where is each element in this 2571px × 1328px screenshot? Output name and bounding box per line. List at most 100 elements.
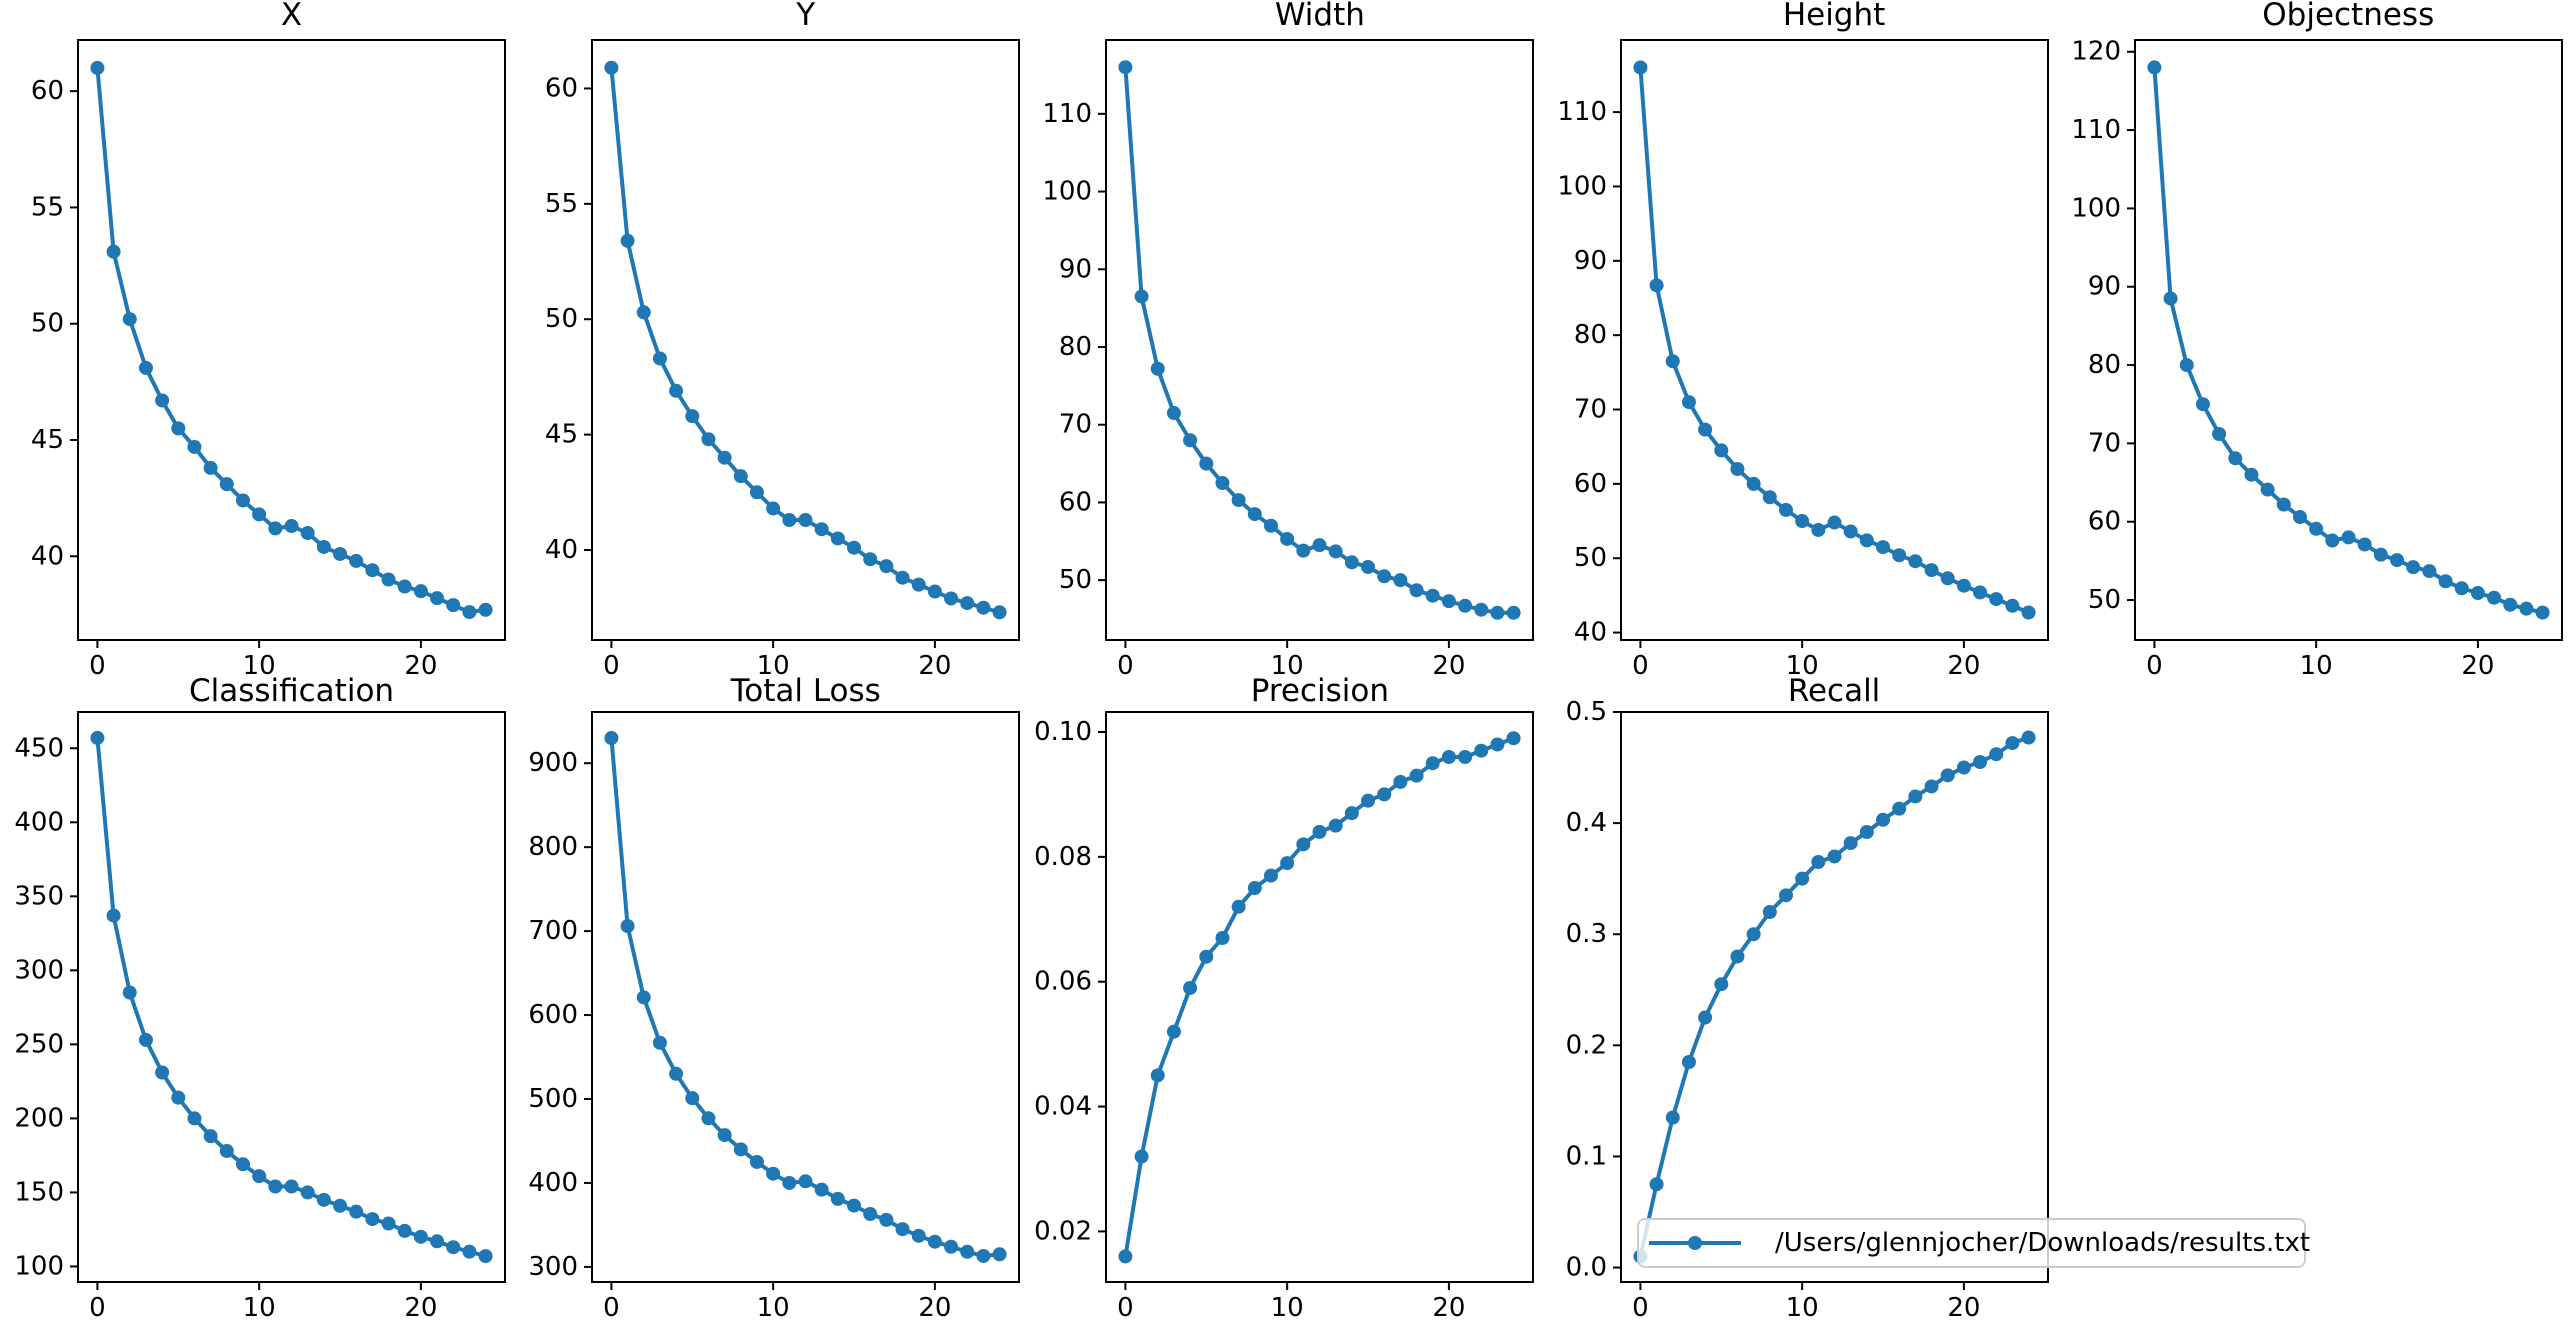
svg-text:45: 45 <box>545 420 578 450</box>
svg-text:20: 20 <box>919 651 952 681</box>
svg-text:10: 10 <box>1785 1293 1818 1323</box>
svg-text:250: 250 <box>14 1029 64 1059</box>
svg-text:0: 0 <box>2146 651 2163 681</box>
svg-text:400: 400 <box>529 1168 579 1198</box>
svg-text:10: 10 <box>1271 1293 1304 1323</box>
svg-text:50: 50 <box>545 304 578 334</box>
subplot-classification: Classification 100 150 200 250 300 350 400 450 0… <box>0 659 514 1328</box>
subplot-title: X <box>280 0 303 33</box>
svg-text:70: 70 <box>1573 395 1606 425</box>
subplot-width: Width 50 60 70 80 90 100 110 0 10 20 <box>1028 0 1542 681</box>
subplot-title: Precision <box>1250 673 1390 709</box>
svg-text:45: 45 <box>31 425 64 455</box>
svg-text:0: 0 <box>1118 651 1135 681</box>
svg-text:20: 20 <box>1433 1293 1466 1323</box>
svg-text:20: 20 <box>2461 651 2494 681</box>
svg-text:60: 60 <box>1573 469 1606 499</box>
svg-text:600: 600 <box>529 1000 579 1030</box>
svg-text:40: 40 <box>1573 618 1606 648</box>
chart-canvas: 100 150 200 250 300 350 400 450 0 10 20 <box>14 711 506 1323</box>
svg-text:300: 300 <box>14 955 64 985</box>
svg-text:0: 0 <box>1632 1293 1649 1323</box>
subplot-title: Classification <box>188 673 395 709</box>
svg-text:500: 500 <box>529 1084 579 1114</box>
svg-text:0.2: 0.2 <box>1565 1030 1606 1060</box>
chart-canvas: 0.0 0.1 0.2 0.3 0.4 0.5 0 10 20 <box>1565 697 2049 1323</box>
svg-text:70: 70 <box>2088 428 2121 458</box>
svg-text:10: 10 <box>1271 651 1304 681</box>
svg-text:90: 90 <box>1059 254 1092 284</box>
svg-text:50: 50 <box>31 309 64 339</box>
chart-canvas: 40 50 60 70 80 90 100 110 0 10 20 <box>1557 39 2049 681</box>
svg-text:20: 20 <box>404 651 437 681</box>
chart-canvas: 50 60 70 80 90 100 110 120 0 10 20 <box>2071 37 2563 681</box>
svg-text:50: 50 <box>1573 543 1606 573</box>
svg-text:60: 60 <box>2088 507 2121 537</box>
svg-text:0: 0 <box>603 1293 620 1323</box>
svg-text:20: 20 <box>404 1293 437 1323</box>
svg-text:0.4: 0.4 <box>1565 808 1606 838</box>
svg-text:10: 10 <box>1785 651 1818 681</box>
svg-text:0.1: 0.1 <box>1565 1141 1606 1171</box>
svg-text:50: 50 <box>2088 585 2121 615</box>
svg-text:0.5: 0.5 <box>1565 697 1606 727</box>
svg-text:110: 110 <box>1043 99 1093 129</box>
svg-text:10: 10 <box>2299 651 2332 681</box>
subplot-precision: Precision 0.02 0.04 0.06 0.08 0.10 0 10 20 <box>1028 659 1542 1328</box>
svg-text:0: 0 <box>89 1293 106 1323</box>
subplot-title: Recall <box>1787 673 1881 709</box>
svg-text:20: 20 <box>1947 1293 1980 1323</box>
svg-text:0.08: 0.08 <box>1034 842 1092 872</box>
svg-text:70: 70 <box>1059 410 1092 440</box>
svg-text:10: 10 <box>243 651 276 681</box>
svg-text:0: 0 <box>89 651 106 681</box>
svg-text:80: 80 <box>1059 332 1092 362</box>
svg-text:55: 55 <box>545 189 578 219</box>
subplot-objectness: Objectness 50 60 70 80 90 100 110 120 0 10 20 <box>2057 0 2571 681</box>
svg-text:0: 0 <box>1118 1293 1135 1323</box>
svg-text:0.3: 0.3 <box>1565 919 1606 949</box>
subplot-title: Y <box>796 0 816 33</box>
subplot-title: Total Loss <box>730 673 881 709</box>
svg-text:20: 20 <box>1947 651 1980 681</box>
svg-text:110: 110 <box>1557 97 1607 127</box>
legend-label: /Users/glennjocher/Downloads/results.txt <box>1775 1228 2311 1258</box>
svg-text:90: 90 <box>2088 272 2121 302</box>
svg-text:0: 0 <box>1632 651 1649 681</box>
svg-text:900: 900 <box>529 748 579 778</box>
subplot-x: X 40 45 50 55 60 0 10 20 <box>0 0 514 681</box>
svg-text:150: 150 <box>14 1177 64 1207</box>
svg-text:20: 20 <box>919 1293 952 1323</box>
svg-text:60: 60 <box>545 73 578 103</box>
subplot-title: Height <box>1782 0 1886 33</box>
svg-text:0: 0 <box>603 651 620 681</box>
subplot-recall: Recall 0.0 0.1 0.2 0.3 0.4 0.5 0 10 20 <box>1543 659 2057 1328</box>
svg-text:60: 60 <box>1059 487 1092 517</box>
subplot-title: Objectness <box>2262 0 2435 33</box>
svg-text:200: 200 <box>14 1103 64 1133</box>
subplot-height: Height 40 50 60 70 80 90 100 110 0 10 20 <box>1543 0 2057 681</box>
svg-text:55: 55 <box>31 192 64 222</box>
svg-text:350: 350 <box>14 881 64 911</box>
svg-text:450: 450 <box>14 733 64 763</box>
svg-text:700: 700 <box>529 916 579 946</box>
legend: /Users/glennjocher/Downloads/results.txt <box>1637 1218 2310 1268</box>
legend-line-sample <box>1649 1236 1741 1250</box>
svg-text:300: 300 <box>529 1252 579 1282</box>
svg-text:100: 100 <box>14 1251 64 1281</box>
chart-canvas: 0.02 0.04 0.06 0.08 0.10 0 10 20 <box>1034 711 1535 1323</box>
svg-text:10: 10 <box>757 1293 790 1323</box>
svg-text:80: 80 <box>1573 320 1606 350</box>
svg-text:0.06: 0.06 <box>1034 967 1092 997</box>
svg-text:100: 100 <box>1043 177 1093 207</box>
chart-canvas: 50 60 70 80 90 100 110 0 10 20 <box>1043 39 1535 681</box>
svg-text:10: 10 <box>757 651 790 681</box>
subplot-title: Width <box>1274 0 1365 33</box>
svg-text:0.04: 0.04 <box>1034 1092 1092 1122</box>
svg-text:120: 120 <box>2071 37 2121 67</box>
svg-text:10: 10 <box>243 1293 276 1323</box>
svg-text:50: 50 <box>1059 565 1092 595</box>
subplot-y: Y 40 45 50 55 60 0 10 20 <box>514 0 1028 681</box>
